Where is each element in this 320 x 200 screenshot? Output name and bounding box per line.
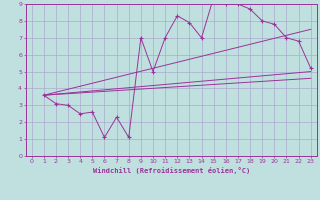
X-axis label: Windchill (Refroidissement éolien,°C): Windchill (Refroidissement éolien,°C) bbox=[92, 167, 250, 174]
